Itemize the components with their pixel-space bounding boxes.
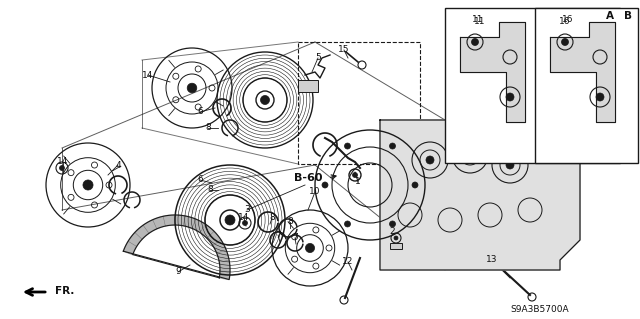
Text: 14: 14	[238, 213, 250, 222]
Text: 6: 6	[197, 175, 203, 184]
Circle shape	[426, 156, 434, 164]
Text: 8: 8	[269, 213, 275, 222]
Text: 14: 14	[142, 70, 154, 79]
Polygon shape	[380, 120, 580, 270]
Text: 13: 13	[486, 256, 498, 264]
Text: 16: 16	[559, 18, 571, 26]
Circle shape	[344, 143, 351, 149]
Text: 5: 5	[315, 54, 321, 63]
Text: FR.: FR.	[55, 286, 74, 296]
Text: 12: 12	[342, 257, 354, 266]
Circle shape	[243, 220, 248, 226]
Text: 7: 7	[275, 231, 281, 240]
Text: 14: 14	[58, 158, 68, 167]
Text: 11: 11	[472, 16, 484, 25]
Bar	[445, 8, 620, 163]
Text: 15: 15	[339, 46, 349, 55]
Text: 8: 8	[287, 218, 293, 226]
Text: A: A	[606, 11, 614, 21]
Polygon shape	[124, 215, 230, 279]
Circle shape	[225, 215, 235, 225]
Circle shape	[187, 83, 197, 93]
Circle shape	[394, 236, 398, 240]
Circle shape	[596, 93, 604, 101]
Bar	[298, 80, 318, 92]
Circle shape	[322, 182, 328, 188]
Bar	[535, 8, 638, 163]
Bar	[298, 42, 420, 164]
Text: 7: 7	[292, 234, 298, 242]
Text: 11: 11	[474, 18, 486, 26]
Circle shape	[472, 39, 479, 46]
Text: 9: 9	[175, 268, 181, 277]
Text: 16: 16	[563, 16, 573, 25]
Text: S9A3B5700A: S9A3B5700A	[511, 306, 570, 315]
Text: 3: 3	[244, 205, 250, 214]
Circle shape	[83, 180, 93, 190]
Circle shape	[305, 243, 315, 253]
Circle shape	[561, 39, 568, 46]
Text: 4: 4	[115, 160, 121, 169]
Circle shape	[506, 93, 514, 101]
Circle shape	[390, 221, 396, 227]
Circle shape	[506, 161, 514, 169]
Circle shape	[353, 173, 358, 177]
Text: B: B	[624, 11, 632, 21]
Text: 8: 8	[207, 186, 213, 195]
Bar	[390, 243, 402, 249]
Polygon shape	[550, 22, 615, 122]
Circle shape	[390, 143, 396, 149]
Circle shape	[466, 151, 474, 159]
Text: 8: 8	[205, 123, 211, 132]
Circle shape	[412, 182, 418, 188]
Text: 10: 10	[309, 188, 321, 197]
Circle shape	[60, 166, 65, 170]
Text: 1: 1	[355, 177, 361, 187]
Circle shape	[344, 221, 351, 227]
Text: 2: 2	[389, 227, 395, 236]
Text: 6: 6	[197, 108, 203, 116]
Text: B-60: B-60	[294, 173, 323, 183]
Circle shape	[260, 95, 269, 105]
Polygon shape	[460, 22, 525, 122]
